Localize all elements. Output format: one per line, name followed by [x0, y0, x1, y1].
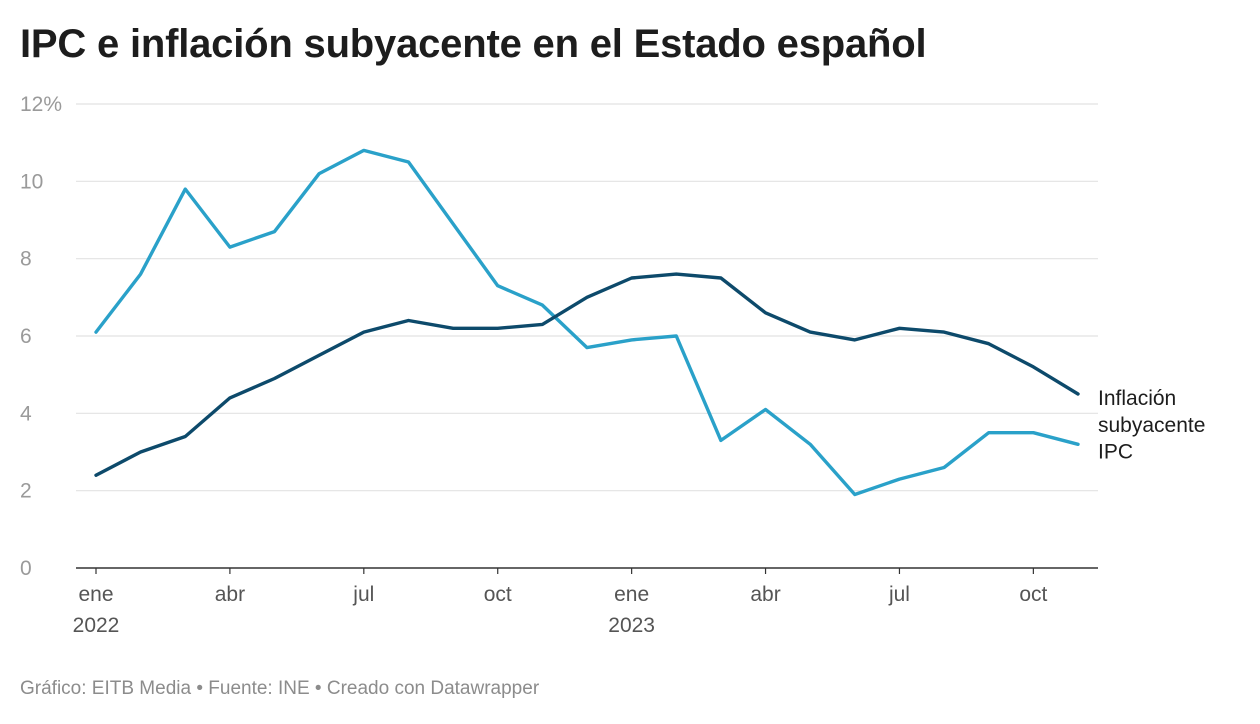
series-label: subyacente — [1098, 414, 1205, 437]
x-tick-label: oct — [484, 583, 512, 606]
x-tick-label: jul — [352, 583, 374, 606]
y-tick-label: 6 — [20, 325, 32, 348]
x-tick-label: ene — [614, 583, 649, 606]
y-axis-ticks: 0 2 4 6 8 10 12% — [20, 93, 62, 580]
series-lines — [94, 148, 1080, 497]
x-tick-label: ene — [78, 583, 113, 606]
x-tick-label: abr — [215, 583, 245, 606]
x-axis-ticks: ene 2022 abr jul oct ene 2023 abr jul oct — [73, 568, 1048, 637]
x-tick-year-label: 2023 — [608, 614, 655, 637]
y-tick-label: 8 — [20, 248, 32, 271]
series-label: Inflación — [1098, 387, 1176, 410]
series-labels: IPC Inflación subyacente — [1098, 387, 1205, 463]
x-tick-label: oct — [1019, 583, 1047, 606]
series-label: IPC — [1098, 440, 1133, 463]
series-line-ipc — [94, 148, 1080, 497]
y-tick-label: 12% — [20, 93, 62, 116]
y-tick-label: 10 — [20, 170, 43, 193]
line-chart: 0 2 4 6 8 10 12% ene 2022 abr jul oct ene 2023 abr jul… — [20, 93, 1205, 637]
x-tick-label: jul — [888, 583, 910, 606]
y-tick-label: 0 — [20, 557, 32, 580]
chart-title: IPC e inflación subyacente en el Estado … — [20, 22, 927, 66]
x-tick-year-label: 2022 — [73, 614, 120, 637]
chart-footer: Gráfico: EITB Media • Fuente: INE • Crea… — [20, 678, 540, 699]
series-line-inflación-subyacente — [94, 272, 1080, 477]
y-tick-label: 2 — [20, 480, 32, 503]
y-tick-label: 4 — [20, 402, 32, 425]
gridlines — [76, 103, 1098, 569]
x-tick-label: abr — [750, 583, 780, 606]
